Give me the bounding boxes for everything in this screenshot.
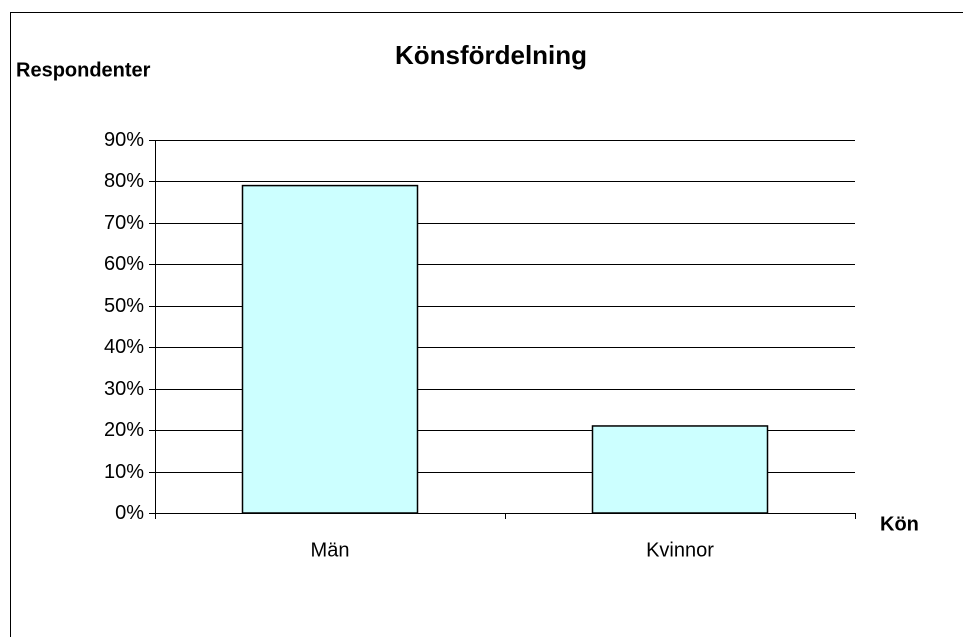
y-tick-label: 40% [104, 336, 144, 358]
chart-title: Könsfördelning [395, 40, 587, 70]
y-tick-label: 80% [104, 170, 144, 192]
x-tick-label: Kvinnor [646, 539, 714, 561]
chart-border [10, 12, 963, 637]
y-tick-label: 10% [104, 461, 144, 483]
x-axis-label: Kön [880, 513, 919, 535]
bar [241, 184, 419, 514]
y-tick-label: 60% [104, 253, 144, 275]
y-tick-label: 50% [104, 295, 144, 317]
y-axis-label: Respondenter [16, 59, 151, 81]
y-tick-label: 90% [104, 129, 144, 151]
bar [591, 425, 769, 514]
y-tick-label: 70% [104, 212, 144, 234]
y-tick-label: 0% [115, 502, 144, 524]
y-tick-label: 20% [104, 419, 144, 441]
y-tick-label: 30% [104, 378, 144, 400]
x-tick-label: Män [311, 539, 350, 561]
